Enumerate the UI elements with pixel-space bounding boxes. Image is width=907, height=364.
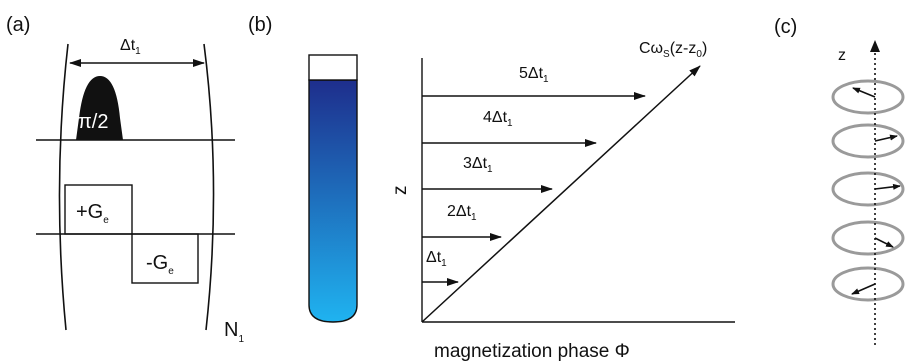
- c-z-axis-arrowhead: [870, 40, 880, 52]
- panel-c-tag: (c): [774, 16, 797, 38]
- spin-vector-5: [851, 283, 876, 295]
- c-z-axis-label: z: [838, 47, 846, 64]
- phase-ramp-line: [421, 65, 701, 323]
- spin-vector-4: [874, 237, 894, 248]
- panel-a: (a) Δt1 π/2 +Ge -Ge N1: [6, 14, 244, 345]
- spin-disk-3: [831, 171, 905, 207]
- loop-bracket-left: [58, 43, 69, 331]
- phase-ramp-label: CωS(z-z0): [639, 40, 707, 60]
- spin-vector-2: [874, 134, 898, 142]
- loop-count-label: N1: [224, 319, 244, 345]
- phase-axis-label: magnetization phase Φ: [434, 341, 630, 362]
- gradient-positive-label: +Ge: [76, 201, 109, 226]
- phase-step-label-4: 4Δt1: [483, 109, 513, 129]
- phase-step-label-2: 2Δt1: [447, 203, 477, 223]
- panel-a-tag: (a): [6, 14, 30, 36]
- phase-step-label-1: Δt1: [426, 249, 447, 269]
- gradient-negative-lobe: [131, 233, 199, 284]
- gradient-negative-label: -Ge: [146, 252, 174, 277]
- pi-half-pulse: [76, 76, 123, 140]
- pulse-label: π/2: [78, 111, 108, 133]
- spin-disk-2: [831, 123, 905, 159]
- sample-tube-cap: [308, 54, 358, 81]
- panel-b: (b) z magnetization phase Φ CωS(z-z0) 5Δ…: [248, 14, 735, 362]
- z-axis-label: z: [390, 186, 411, 196]
- panel-c: (c) z: [774, 16, 905, 345]
- spin-disk-1: [831, 79, 905, 115]
- gradient-positive-lobe: [64, 184, 133, 235]
- phase-step-label-3: 3Δt1: [463, 155, 493, 175]
- sample-tube-liquid: [308, 79, 358, 323]
- panel-b-tag: (b): [248, 14, 272, 36]
- phase-step-label-5: 5Δt1: [519, 65, 549, 85]
- loop-bracket-right: [203, 43, 215, 331]
- spin-vector-1: [852, 87, 876, 98]
- spin-disk-4: [831, 220, 905, 256]
- spin-vector-3: [874, 183, 901, 190]
- delta-t-label: Δt1: [120, 37, 141, 57]
- spin-disk-5: [831, 266, 905, 302]
